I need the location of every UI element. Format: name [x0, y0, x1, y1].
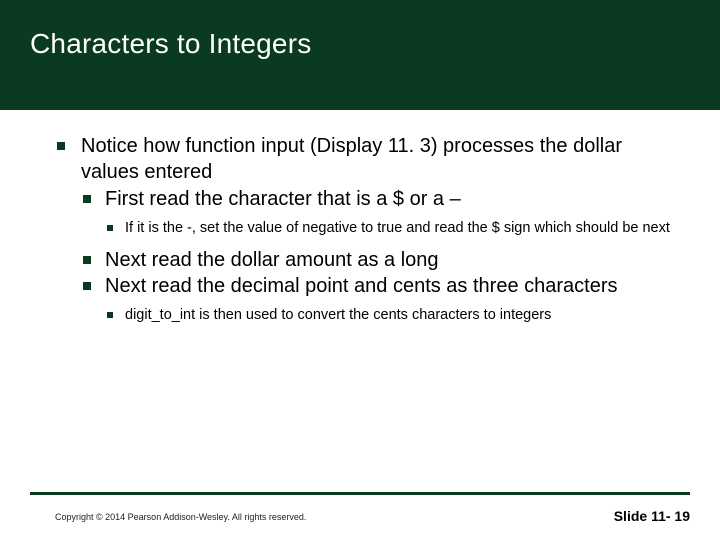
content: Notice how function input (Display 11. 3…	[0, 110, 720, 325]
copyright-text: Copyright © 2014 Pearson Addison-Wesley.…	[55, 512, 306, 522]
bullet-level2: Next read the dollar amount as a long	[81, 248, 670, 274]
bullet-level1: Notice how function input (Display 11. 3…	[55, 134, 670, 325]
footer-divider	[30, 492, 690, 495]
bullet-level3: digit_to_int is then used to convert the…	[105, 306, 670, 326]
title-band	[0, 74, 720, 110]
bullet-level2: First read the character that is a $ or …	[81, 187, 670, 238]
slide-title: Characters to Integers	[30, 28, 720, 60]
bullet-text: Next read the dollar amount as a long	[105, 249, 439, 271]
footer: Copyright © 2014 Pearson Addison-Wesley.…	[0, 498, 720, 522]
title-bar: Characters to Integers	[0, 0, 720, 74]
bullet-text: Next read the decimal point and cents as…	[105, 275, 618, 297]
bullet-text: If it is the -, set the value of negativ…	[125, 220, 670, 236]
bullet-text: First read the character that is a $ or …	[105, 188, 461, 210]
bullet-level2: Next read the decimal point and cents as…	[81, 274, 670, 325]
bullet-text: digit_to_int is then used to convert the…	[125, 307, 551, 323]
bullet-level3: If it is the -, set the value of negativ…	[105, 219, 670, 239]
slide-number: Slide 11- 19	[614, 508, 690, 524]
bullet-text: Notice how function input (Display 11. 3…	[81, 135, 622, 183]
